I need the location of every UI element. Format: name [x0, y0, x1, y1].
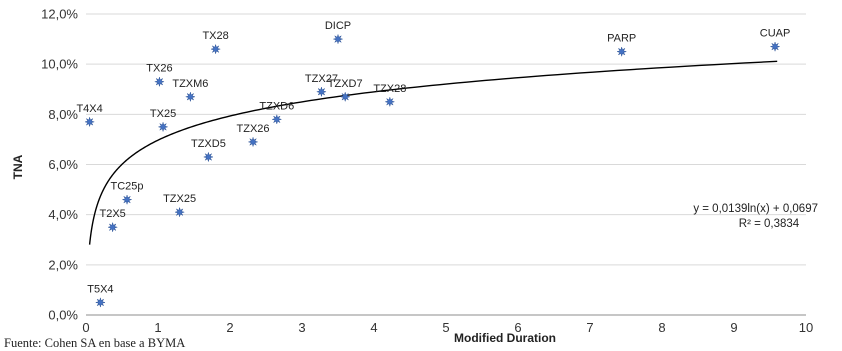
source-note: Fuente: Cohen SA en base a BYMA — [4, 336, 186, 350]
x-tick-label: 3 — [298, 320, 305, 335]
data-point — [202, 151, 214, 163]
y-tick-label: 2,0% — [48, 257, 78, 272]
point-label: PARP — [607, 33, 636, 45]
y-tick-label: 12,0% — [41, 7, 78, 22]
point-label: TZX28 — [373, 83, 406, 95]
trendline — [88, 60, 778, 245]
point-label: T5X4 — [87, 283, 113, 295]
x-tick-label: 0 — [82, 320, 89, 335]
y-axis-title: TNA — [11, 154, 25, 179]
point-label: TZXD7 — [328, 78, 363, 90]
data-point — [769, 41, 781, 53]
data-point — [332, 33, 344, 45]
data-point — [107, 221, 119, 233]
y-tick-label: 6,0% — [48, 157, 78, 172]
x-tick-label: 1 — [154, 320, 161, 335]
data-point — [616, 46, 628, 58]
data-point — [339, 91, 351, 103]
y-tick-label: 0,0% — [48, 308, 78, 323]
data-point — [84, 116, 96, 128]
point-label: T2X5 — [99, 208, 125, 220]
x-tick-label: 5 — [442, 320, 449, 335]
data-point — [315, 86, 327, 98]
point-label: TX25 — [150, 108, 176, 120]
x-tick-label: 6 — [514, 320, 521, 335]
data-point — [247, 136, 259, 148]
point-label: TZX26 — [237, 123, 270, 135]
x-tick-label: 4 — [370, 320, 377, 335]
data-points — [84, 33, 781, 308]
point-label: TZX25 — [163, 193, 196, 205]
y-tick-label: 4,0% — [48, 207, 78, 222]
x-axis-title: Modified Duration — [454, 331, 556, 345]
point-label: TZX27 — [305, 73, 338, 85]
trendline-r-squared: R² = 0,3834 — [739, 218, 800, 230]
y-tick-label: 8,0% — [48, 107, 78, 122]
point-label: TZXD6 — [259, 100, 294, 112]
x-tick-label: 10 — [799, 320, 813, 335]
point-label: T4X4 — [76, 103, 102, 115]
x-tick-label: 2 — [226, 320, 233, 335]
point-label: TX26 — [146, 63, 172, 75]
x-tick-label: 9 — [730, 320, 737, 335]
point-label: TZXD5 — [191, 138, 226, 150]
point-label: TZXM6 — [172, 78, 208, 90]
trendline-equation: y = 0,0139ln(x) + 0,0697 — [693, 203, 818, 215]
point-label: DICP — [325, 20, 351, 32]
x-tick-label: 8 — [658, 320, 665, 335]
data-point — [184, 91, 196, 103]
data-point — [384, 96, 396, 108]
x-tick-label: 7 — [586, 320, 593, 335]
y-tick-label: 10,0% — [41, 57, 78, 72]
point-label: TC25p — [111, 181, 144, 193]
data-point — [210, 43, 222, 55]
point-label: TX28 — [202, 30, 228, 42]
point-label: CUAP — [760, 28, 791, 40]
y-tick-labels: 0,0% 2,0% 4,0% 6,0% 8,0% 10,0% 12,0% — [41, 7, 78, 323]
data-point — [271, 113, 283, 125]
data-point — [174, 206, 186, 218]
x-tick-labels: 0 1 2 3 4 5 6 7 8 9 10 — [82, 320, 813, 335]
data-point — [153, 76, 165, 88]
point-labels: T4X4 T5X4 T2X5 TC25p TX26 TX25 TZX25 TZXM6 TZXD5… — [76, 20, 790, 295]
data-point — [157, 121, 169, 133]
data-point — [121, 194, 133, 206]
grid-lines — [86, 13, 806, 266]
data-point — [94, 296, 106, 308]
